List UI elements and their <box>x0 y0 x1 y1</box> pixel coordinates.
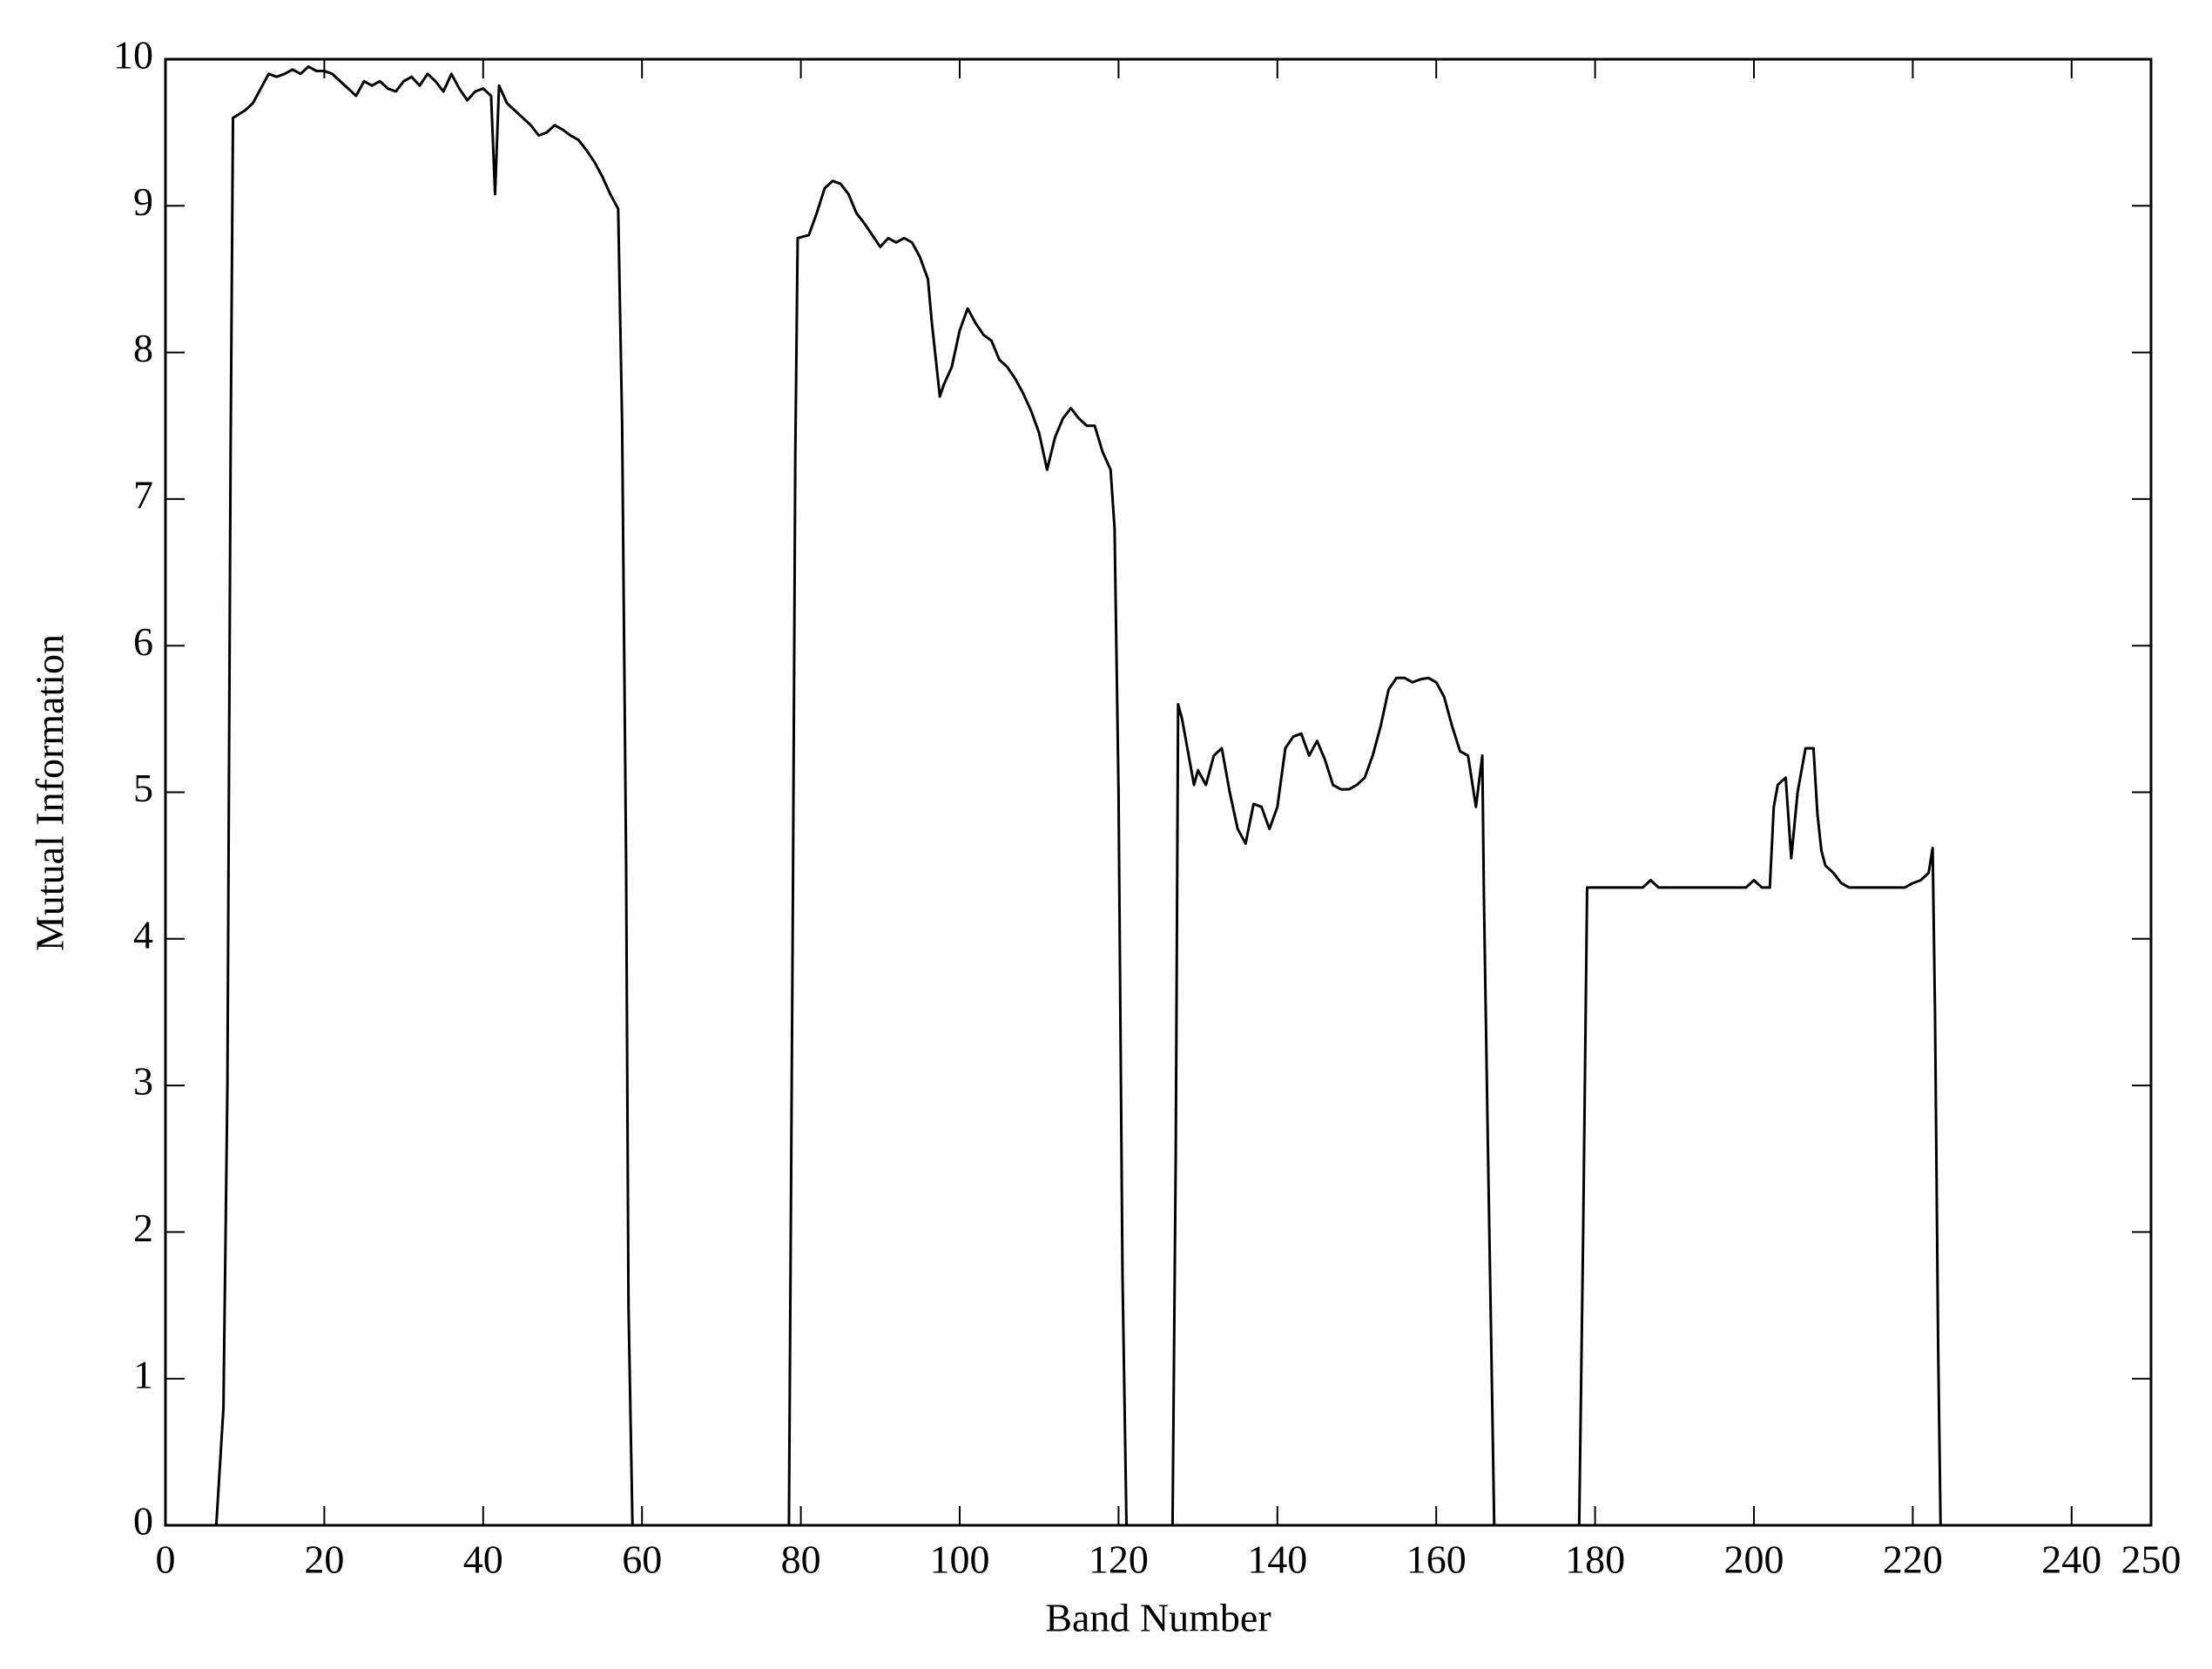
y-tick-label: 4 <box>133 912 153 956</box>
y-tick-label: 7 <box>133 472 153 517</box>
y-tick-label: 2 <box>133 1206 153 1250</box>
y-tick-label: 9 <box>133 179 153 224</box>
plot-frame <box>164 57 2153 1527</box>
y-tick-label: 10 <box>113 33 153 78</box>
y-tick-label: 5 <box>133 766 153 810</box>
x-tick-label: 0 <box>156 1537 176 1582</box>
x-tick-label: 100 <box>930 1537 990 1582</box>
y-tick-label: 1 <box>133 1352 153 1396</box>
x-tick-label: 200 <box>1724 1537 1784 1582</box>
x-tick-label: 40 <box>463 1537 503 1582</box>
y-tick-label: 3 <box>133 1059 153 1104</box>
x-tick-label: 250 <box>2121 1537 2182 1582</box>
x-tick-label: 220 <box>1883 1537 1943 1582</box>
y-tick-label: 0 <box>133 1499 153 1544</box>
y-axis-label: Mutual Information <box>28 634 72 951</box>
x-axis-label: Band Number <box>1045 1596 1271 1640</box>
x-tick-label: 140 <box>1247 1537 1307 1582</box>
x-tick-label: 80 <box>781 1537 821 1582</box>
x-tick-label: 180 <box>1565 1537 1625 1582</box>
x-tick-label: 120 <box>1089 1537 1149 1582</box>
x-tick-label: 20 <box>304 1537 344 1582</box>
data-line <box>214 64 1942 1526</box>
y-tick-label: 8 <box>133 326 153 370</box>
x-tick-label: 60 <box>622 1537 662 1582</box>
x-tick-label: 240 <box>2041 1537 2101 1582</box>
y-tick-label: 6 <box>133 619 153 664</box>
x-tick-label: 160 <box>1406 1537 1467 1582</box>
